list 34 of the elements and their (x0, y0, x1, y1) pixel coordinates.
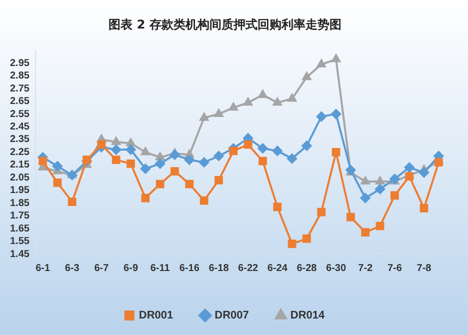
x-tick-label: 7-2 (358, 262, 374, 274)
y-tick-label: 2.85 (10, 70, 30, 82)
y-tick-label: 1.65 (10, 223, 30, 234)
y-tick-label: 1.95 (10, 185, 30, 196)
y-tick-label: 2.65 (10, 96, 30, 108)
y-tick-label: 2.05 (10, 172, 30, 184)
x-tick-label: 6-11 (150, 262, 170, 274)
x-tick-label: 6-30 (326, 262, 346, 274)
y-tick-label: 2.95 (10, 58, 30, 69)
legend-label: DR014 (290, 310, 326, 322)
y-tick-label: 2.35 (10, 134, 30, 146)
y-tick-label: 1.85 (10, 198, 30, 209)
x-tick-label: 6-1 (36, 262, 50, 274)
y-tick-label: 2.55 (10, 108, 30, 120)
x-tick-label: 7-6 (387, 262, 402, 274)
x-tick-label: 6-7 (94, 262, 110, 274)
legend-label: DR001 (138, 310, 174, 322)
x-tick-label: 6-22 (238, 262, 259, 274)
x-tick-label: 6-18 (208, 262, 230, 274)
x-tick-label: 6-16 (179, 262, 200, 274)
y-tick-label: 2.45 (10, 122, 30, 132)
y-tick-label: 2.25 (10, 146, 30, 158)
x-tick-label: 6-24 (267, 262, 288, 274)
y-tick-label: 2.75 (10, 83, 30, 94)
x-tick-label: 6-9 (124, 262, 138, 274)
y-tick-label: 1.55 (10, 236, 30, 248)
x-tick-label: 6-3 (64, 262, 80, 274)
legend-label: DR007 (214, 310, 249, 322)
y-tick-label: 2.15 (10, 160, 30, 171)
x-tick-label: 6-28 (296, 262, 318, 274)
y-tick-label: 1.45 (10, 248, 30, 260)
x-tick-label: 7-8 (416, 262, 432, 274)
chart-title: 图表 2 存款类机构间质押式回购利率走势图 (108, 17, 342, 32)
y-tick-label: 1.75 (10, 210, 30, 222)
